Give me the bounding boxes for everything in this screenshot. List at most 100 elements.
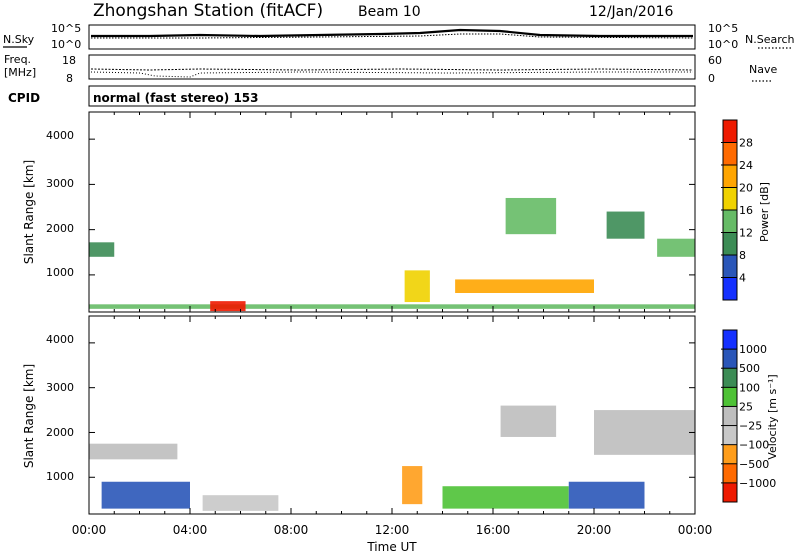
power-colorbar-label: Power [dB]: [758, 182, 771, 242]
freq-right-label: Nave: [749, 63, 777, 76]
power-colorbar-swatch: [723, 187, 737, 210]
date-label: 12/Jan/2016: [589, 4, 674, 20]
xtick-1200: 12:00: [375, 523, 410, 537]
velocity-region-3: [402, 466, 423, 505]
power-ytick-2000: 2000: [46, 222, 74, 235]
power-panel: Slant Range [km] 4000 3000 2000 1000 282…: [22, 111, 771, 313]
power-heatmap: [89, 197, 695, 312]
power-colorbar-tick-label: 12: [739, 227, 753, 240]
noise-right-tick-top: 10^5: [708, 22, 738, 35]
velocity-colorbar-tick-label: 25: [739, 400, 753, 413]
velocity-colorbar-tick-label: 500: [739, 362, 760, 375]
velocity-colorbar-frame: [722, 329, 738, 503]
power-colorbar-swatch: [723, 142, 737, 165]
freq-label-line2: [MHz]: [4, 66, 36, 79]
frequency-traces: [90, 68, 694, 78]
velocity-colorbar-swatch: [723, 406, 737, 426]
freq-label-line1: Freq.: [4, 53, 31, 66]
noise-left-tick-bottom: 10^0: [51, 38, 81, 51]
velocity-ylabel: Slant Range [km]: [22, 364, 36, 468]
velocity-colorbar-swatch: [723, 387, 737, 407]
freq-right-tick-bottom: 0: [708, 72, 715, 85]
velocity-colorbar-swatch: [723, 482, 737, 502]
xlabel: Time UT: [366, 540, 417, 554]
velocity-ytick-4000: 4000: [46, 333, 74, 346]
velocity-ytick-1000: 1000: [46, 470, 74, 483]
frequency-panel-frame: [88, 54, 696, 80]
velocity-region-2: [202, 495, 279, 511]
noise-right-label: N.Search: [745, 33, 795, 46]
cpid-panel-frame: [88, 85, 696, 107]
power-axis-ticks: [88, 112, 696, 312]
power-region-0: [89, 242, 115, 257]
power-region-2: [210, 301, 246, 312]
velocity-colorbar-tick-label: −100: [739, 439, 769, 452]
power-region-3: [404, 270, 430, 303]
power-colorbar-tick-label: 8: [739, 249, 746, 262]
velocity-colorbar-tick-label: −25: [739, 420, 762, 433]
power-colorbar-swatch: [723, 165, 737, 188]
power-colorbar-tick-label: 24: [739, 159, 753, 172]
power-colorbar-swatch: [723, 210, 737, 233]
noise-left-tick-top: 10^5: [51, 22, 81, 35]
power-region-5: [505, 197, 557, 235]
beam-label: Beam 10: [358, 4, 421, 20]
velocity-colorbar-tick-label: −1000: [739, 477, 776, 490]
power-colorbar: 28 24 20 16 12 8 4: [721, 119, 753, 301]
velocity-colorbar-swatch: [723, 444, 737, 464]
power-region-7: [657, 238, 695, 257]
power-colorbar-tick-label: 28: [739, 137, 753, 150]
power-colorbar-swatch: [723, 277, 737, 300]
power-colorbar-tick-label: 4: [739, 272, 746, 285]
velocity-colorbar-tick-label: −500: [739, 458, 769, 471]
noise-left-label: N.Sky: [3, 33, 35, 46]
velocity-panel: Slant Range [km] 4000 3000 2000 1000 100…: [22, 315, 779, 515]
power-colorbar-tick-label: 20: [739, 182, 753, 195]
xtick-0400: 04:00: [173, 523, 208, 537]
velocity-colorbar: 1000 500 100 25 −25 −100 −500 −1000: [721, 329, 776, 503]
velocity-colorbar-swatch: [723, 368, 737, 388]
velocity-region-5: [500, 405, 557, 437]
xtick-2400: 00:00: [678, 523, 713, 537]
noise-traces: [91, 28, 694, 39]
power-region-4: [455, 279, 594, 293]
power-ytick-4000: 4000: [46, 129, 74, 142]
noise-right-tick-bottom: 10^0: [708, 38, 738, 51]
velocity-colorbar-swatch: [723, 330, 737, 350]
power-colorbar-tick-label: 16: [739, 204, 753, 217]
xtick-1600: 16:00: [476, 523, 511, 537]
velocity-region-7: [594, 410, 695, 455]
velocity-colorbar-label: Velocity [m s⁻¹]: [766, 374, 779, 459]
freq-right-tick-top: 60: [708, 54, 722, 67]
velocity-region-6: [568, 481, 645, 509]
velocity-axis-ticks: [88, 316, 696, 514]
station-title: Zhongshan Station (fitACF): [93, 1, 323, 21]
velocity-region-4: [442, 486, 569, 509]
cpid-label: CPID: [8, 91, 40, 105]
power-panel-frame: [88, 111, 696, 313]
xtick-0800: 08:00: [274, 523, 309, 537]
velocity-colorbar-swatch: [723, 425, 737, 445]
power-ytick-3000: 3000: [46, 177, 74, 190]
velocity-region-0: [89, 443, 178, 460]
velocity-heatmap: [89, 405, 695, 511]
xtick-2000: 20:00: [577, 523, 612, 537]
xtick-0000: 00:00: [72, 523, 107, 537]
power-ytick-1000: 1000: [46, 266, 74, 279]
velocity-ytick-2000: 2000: [46, 426, 74, 439]
power-colorbar-swatch: [723, 255, 737, 278]
cpid-text: normal (fast stereo) 153: [93, 91, 259, 105]
velocity-colorbar-tick-label: 100: [739, 381, 760, 394]
velocity-colorbar-tick-label: 1000: [739, 343, 767, 356]
velocity-region-1: [101, 481, 190, 509]
power-region-6: [606, 211, 645, 239]
freq-left-tick-bottom: 8: [66, 72, 73, 85]
noise-panel-frame: [88, 24, 696, 50]
velocity-colorbar-swatch: [723, 349, 737, 369]
power-colorbar-swatch: [723, 120, 737, 143]
velocity-colorbar-swatch: [723, 463, 737, 483]
power-colorbar-swatch: [723, 232, 737, 255]
velocity-ytick-3000: 3000: [46, 381, 74, 394]
power-ylabel: Slant Range [km]: [22, 160, 36, 264]
